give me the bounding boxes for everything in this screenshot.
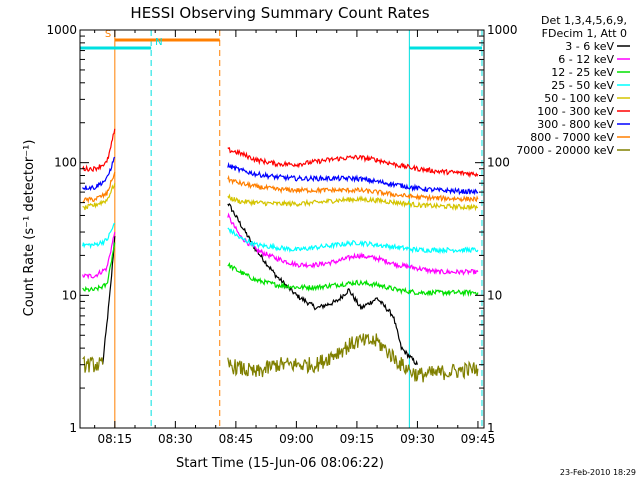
x-tick-label-4: 09:15	[340, 432, 375, 446]
series-line-0-1	[227, 202, 418, 366]
legend-label-0: 3 - 6 keV	[565, 40, 614, 53]
legend-label-1: 6 - 12 keV	[558, 53, 614, 66]
legend-label-2: 12 - 25 keV	[551, 66, 614, 79]
series-line-2-1	[227, 261, 479, 298]
y-tick-label-right-1: 10	[487, 288, 502, 302]
legend-label-7: 800 - 7000 keV	[530, 131, 614, 144]
series-line-0-0	[102, 235, 116, 365]
legend-header-1: FDecim 1, Att 0	[542, 27, 627, 40]
data-layer	[80, 30, 483, 428]
y-tick-label-0: 1	[69, 421, 77, 435]
x-axis: 08:15 08:30 08:45 09:00 09:15 09:30 09:45	[94, 30, 496, 446]
flag-label-1: N	[155, 37, 162, 48]
legend-label-5: 100 - 300 keV	[537, 105, 614, 118]
y-tick-label-right-3: 1000	[487, 23, 518, 37]
legend-label-6: 300 - 800 keV	[537, 118, 614, 131]
series-line-6-0	[82, 156, 116, 192]
series-line-7-1	[227, 174, 479, 203]
x-tick-label-2: 08:45	[219, 432, 254, 446]
footer-date: 23-Feb-2010 18:29	[560, 468, 636, 477]
y-tick-label-2: 100	[54, 156, 77, 170]
series-line-5-1	[227, 147, 479, 179]
legend-label-4: 50 - 100 keV	[544, 92, 614, 105]
y-axis: 1 1 10 10 100 100 1000 1000	[46, 23, 517, 435]
series-line-6-1	[227, 161, 479, 196]
series-line-8-0	[82, 355, 104, 373]
series-line-4-0	[82, 183, 116, 211]
plot-frame	[79, 29, 485, 429]
plot-area: SN	[80, 29, 483, 428]
legend-label-3: 25 - 50 keV	[551, 79, 614, 92]
y-tick-label-3: 1000	[46, 23, 77, 37]
chart-title: HESSI Observing Summary Count Rates	[130, 4, 429, 22]
x-axis-label: Start Time (15-Jun-06 08:06:22)	[176, 456, 384, 471]
series-line-3-1	[227, 227, 479, 255]
series-line-4-1	[227, 193, 479, 212]
legend-label-8: 7000 - 20000 keV	[516, 144, 614, 157]
series-line-3-0	[82, 222, 116, 250]
series-line-8-1	[227, 333, 479, 383]
x-tick-label-6: 09:45	[461, 432, 496, 446]
legend-header-0: Det 1,3,4,5,6,9,	[541, 14, 627, 27]
x-tick-label-1: 08:30	[158, 432, 193, 446]
y-tick-label-right-2: 100	[487, 156, 510, 170]
y-axis-label: Count Rate (s⁻¹ detector⁻¹)	[22, 140, 37, 317]
series-line-7-0	[82, 171, 116, 204]
x-tick-label-3: 09:00	[279, 432, 314, 446]
series-line-1-0	[82, 231, 116, 280]
y-tick-label-right-0: 1	[487, 421, 495, 435]
series-line-2-0	[82, 242, 116, 293]
x-tick-label-0: 08:15	[98, 432, 133, 446]
series-line-5-0	[82, 128, 116, 173]
series-line-1-1	[227, 212, 479, 276]
x-tick-label-5: 09:30	[400, 432, 435, 446]
flag-label-0: S	[105, 29, 111, 40]
y-tick-label-1: 10	[62, 288, 77, 302]
legend: Det 1,3,4,5,6,9,FDecim 1, Att 03 - 6 keV…	[516, 14, 630, 157]
